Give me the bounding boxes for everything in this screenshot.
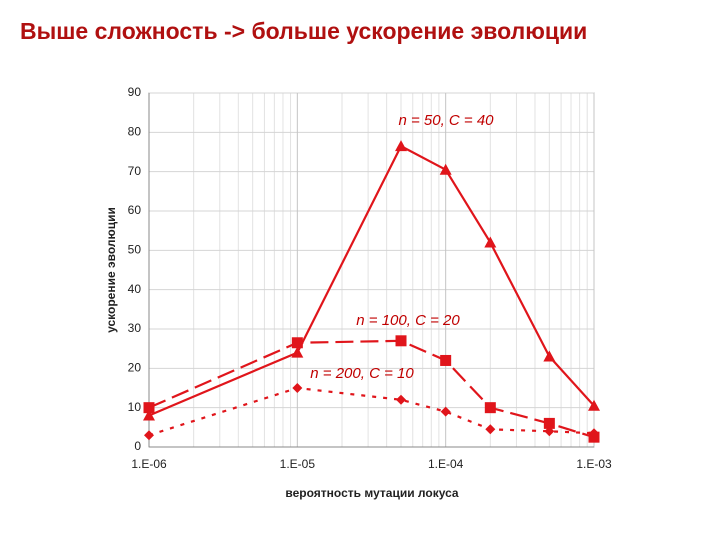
marker bbox=[543, 417, 555, 429]
marker bbox=[484, 402, 496, 414]
y-axis-label: ускорение эволюции bbox=[104, 207, 118, 333]
marker bbox=[396, 394, 407, 405]
y-tick-label: 90 bbox=[128, 85, 142, 99]
marker bbox=[291, 346, 304, 358]
y-tick-label: 0 bbox=[134, 439, 141, 453]
marker bbox=[484, 236, 497, 248]
y-tick-label: 20 bbox=[128, 361, 142, 375]
x-tick-label: 1.E-06 bbox=[131, 457, 167, 471]
y-tick-label: 70 bbox=[128, 164, 142, 178]
series-label: n = 100, C = 20 bbox=[356, 312, 460, 329]
y-tick-label: 40 bbox=[128, 282, 142, 296]
marker bbox=[144, 430, 154, 441]
marker bbox=[440, 354, 452, 366]
marker bbox=[485, 424, 496, 435]
marker bbox=[543, 350, 556, 362]
x-axis-label: вероятность мутации локуса bbox=[285, 486, 459, 500]
marker bbox=[292, 383, 303, 393]
chart-title: Выше сложность -> больше ускорение эволю… bbox=[20, 18, 587, 44]
marker bbox=[440, 406, 451, 417]
x-tick-label: 1.E-03 bbox=[576, 457, 612, 471]
marker bbox=[291, 337, 303, 349]
marker bbox=[143, 402, 155, 414]
x-tick-label: 1.E-05 bbox=[280, 457, 316, 471]
marker bbox=[544, 426, 555, 437]
marker bbox=[395, 335, 407, 347]
plot-area bbox=[148, 92, 595, 448]
y-tick-label: 80 bbox=[128, 125, 142, 139]
marker bbox=[589, 428, 599, 439]
x-tick-label: 1.E-04 bbox=[428, 457, 464, 471]
y-tick-label: 30 bbox=[128, 321, 142, 335]
marker bbox=[143, 409, 155, 421]
marker bbox=[439, 163, 452, 175]
y-tick-label: 50 bbox=[128, 243, 142, 257]
y-tick-label: 10 bbox=[128, 400, 142, 414]
y-tick-label: 60 bbox=[128, 203, 142, 217]
series-label: n = 200, C = 10 bbox=[310, 365, 414, 382]
marker bbox=[588, 399, 600, 411]
marker bbox=[395, 140, 408, 152]
series-label: n = 50, C = 40 bbox=[398, 112, 494, 129]
